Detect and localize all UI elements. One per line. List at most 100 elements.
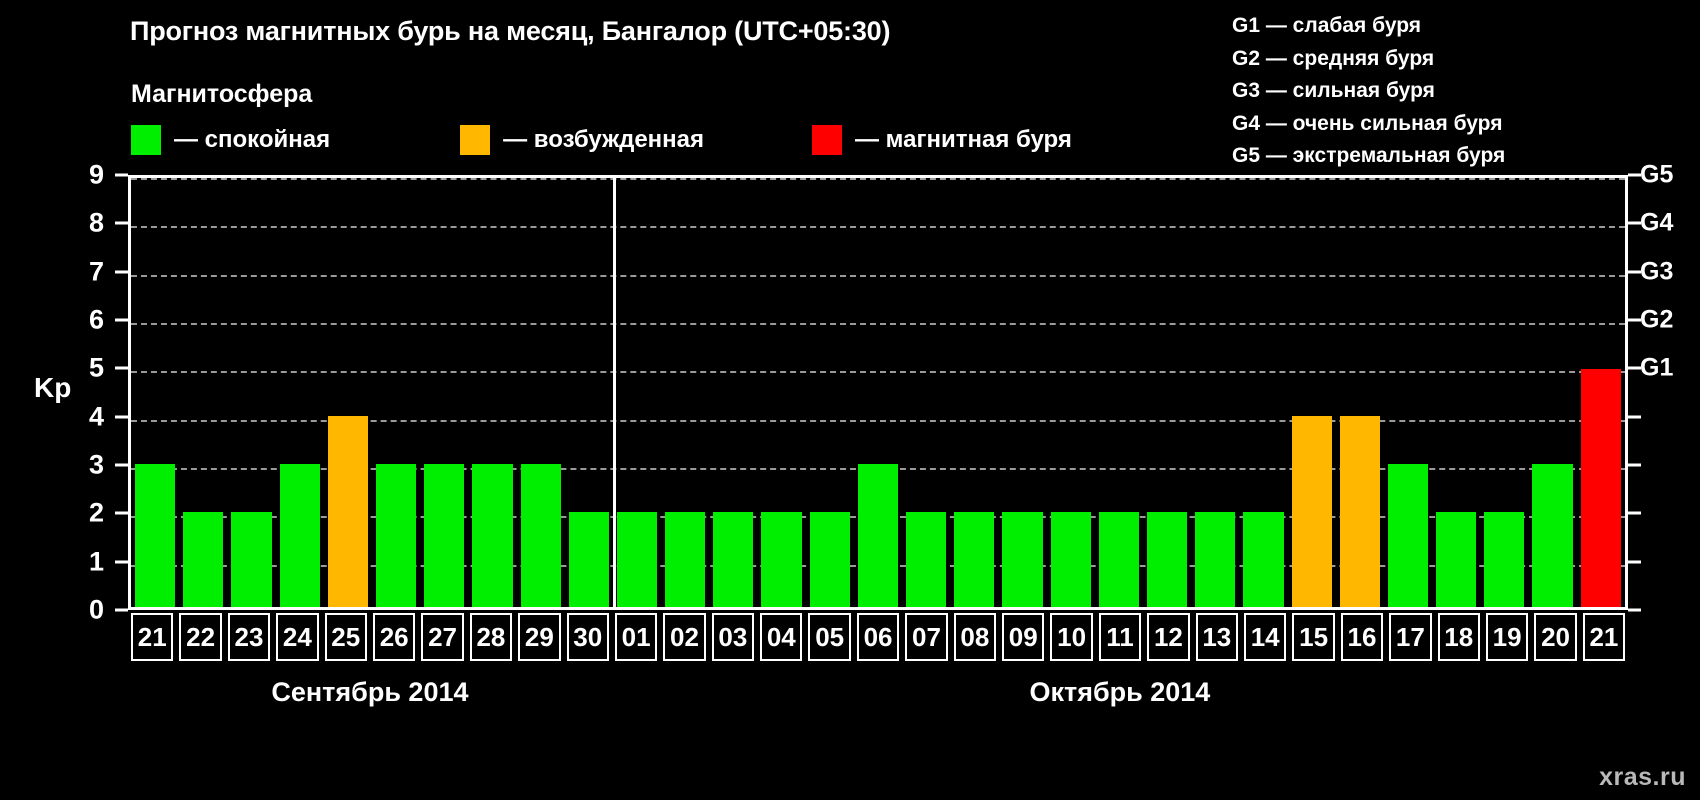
bar-cell[interactable] [1577, 178, 1625, 607]
date-cell[interactable]: 21 [128, 613, 176, 661]
date-cell[interactable]: 09 [999, 613, 1047, 661]
bar[interactable] [1339, 416, 1380, 607]
y-axis-tick-label: 0 [88, 594, 104, 625]
date-cell[interactable]: 06 [854, 613, 902, 661]
gridline [131, 274, 1625, 277]
bar-cell[interactable] [902, 178, 950, 607]
date-label: 30 [566, 613, 609, 661]
bar-cell[interactable] [227, 178, 275, 607]
date-cell[interactable]: 05 [805, 613, 853, 661]
bar[interactable] [616, 511, 658, 607]
bar[interactable] [424, 464, 465, 607]
date-cell[interactable]: 28 [467, 613, 515, 661]
bar[interactable] [954, 511, 995, 607]
bar-cell[interactable] [179, 178, 227, 607]
bar-cell[interactable] [468, 178, 516, 607]
bar-cell[interactable] [372, 178, 420, 607]
date-cell[interactable]: 27 [418, 613, 466, 661]
bar[interactable] [520, 464, 561, 607]
bar[interactable] [1050, 511, 1091, 607]
bar-cell[interactable] [806, 178, 854, 607]
bar-cell[interactable] [661, 178, 709, 607]
legend-color-swatch [812, 125, 843, 155]
bar-cell[interactable] [1239, 178, 1287, 607]
bar[interactable] [857, 464, 898, 607]
bar[interactable] [1098, 511, 1139, 607]
bar[interactable] [135, 464, 176, 607]
bar[interactable] [1580, 368, 1621, 607]
bar-cell[interactable] [1047, 178, 1095, 607]
bar[interactable] [1195, 511, 1236, 607]
bar-cell[interactable] [517, 178, 565, 607]
bar-cell[interactable] [1191, 178, 1239, 607]
bar[interactable] [1243, 511, 1284, 607]
bar-cell[interactable] [998, 178, 1046, 607]
y-axis-tick-mark [115, 415, 128, 419]
date-cell[interactable]: 26 [370, 613, 418, 661]
date-cell[interactable]: 22 [176, 613, 224, 661]
date-cell[interactable]: 12 [1144, 613, 1192, 661]
date-cell[interactable]: 15 [1289, 613, 1337, 661]
bar[interactable] [1484, 511, 1525, 607]
date-cell[interactable]: 10 [1047, 613, 1095, 661]
date-cell[interactable]: 29 [515, 613, 563, 661]
bar-cell[interactable] [1528, 178, 1576, 607]
date-cell[interactable]: 20 [1531, 613, 1579, 661]
bar-cell[interactable] [1480, 178, 1528, 607]
bar-cell[interactable] [950, 178, 998, 607]
date-cell[interactable]: 25 [322, 613, 370, 661]
bar-cell[interactable] [276, 178, 324, 607]
bar-cell[interactable] [613, 178, 661, 607]
bar[interactable] [1387, 464, 1429, 607]
bar-cell[interactable] [1095, 178, 1143, 607]
bar[interactable] [1146, 511, 1188, 607]
bar[interactable] [375, 464, 417, 607]
bar[interactable] [183, 511, 224, 607]
date-cell[interactable]: 23 [225, 613, 273, 661]
date-cell[interactable]: 18 [1435, 613, 1483, 661]
g-axis-tick-mark [1628, 270, 1641, 274]
bar[interactable] [713, 511, 754, 607]
date-cell[interactable]: 30 [564, 613, 612, 661]
bar-cell[interactable] [1336, 178, 1384, 607]
date-cell[interactable]: 16 [1338, 613, 1386, 661]
bar-cell[interactable] [1143, 178, 1191, 607]
bar[interactable] [1532, 464, 1573, 607]
date-cell[interactable]: 04 [757, 613, 805, 661]
bar-cell[interactable] [131, 178, 179, 607]
bar[interactable] [472, 464, 513, 607]
bar[interactable] [279, 464, 320, 607]
bar-cell[interactable] [854, 178, 902, 607]
date-cell[interactable]: 19 [1483, 613, 1531, 661]
date-cell[interactable]: 02 [660, 613, 708, 661]
bar-cell[interactable] [1384, 178, 1432, 607]
bar-cell[interactable] [757, 178, 805, 607]
bar[interactable] [665, 511, 706, 607]
bar[interactable] [906, 511, 947, 607]
bar-cell[interactable] [1432, 178, 1480, 607]
date-label: 23 [227, 613, 271, 661]
date-cell[interactable]: 08 [951, 613, 999, 661]
bar-cell[interactable] [709, 178, 757, 607]
date-cell[interactable]: 14 [1241, 613, 1289, 661]
date-cell[interactable]: 11 [1096, 613, 1144, 661]
bar[interactable] [231, 511, 272, 607]
bar[interactable] [1436, 511, 1477, 607]
date-cell[interactable]: 01 [612, 613, 660, 661]
bar[interactable] [809, 511, 850, 607]
bar-cell[interactable] [420, 178, 468, 607]
date-cell[interactable]: 24 [273, 613, 321, 661]
date-cell[interactable]: 03 [709, 613, 757, 661]
bar[interactable] [1291, 416, 1332, 607]
bar-cell[interactable] [565, 178, 613, 607]
date-cell[interactable]: 13 [1193, 613, 1241, 661]
bar-cell[interactable] [324, 178, 372, 607]
date-cell[interactable]: 21 [1580, 613, 1628, 661]
date-cell[interactable]: 17 [1386, 613, 1434, 661]
bar[interactable] [327, 416, 368, 607]
bar-cell[interactable] [1288, 178, 1336, 607]
date-cell[interactable]: 07 [902, 613, 950, 661]
bar[interactable] [761, 511, 802, 607]
bar[interactable] [1002, 511, 1043, 607]
bar[interactable] [568, 511, 609, 607]
